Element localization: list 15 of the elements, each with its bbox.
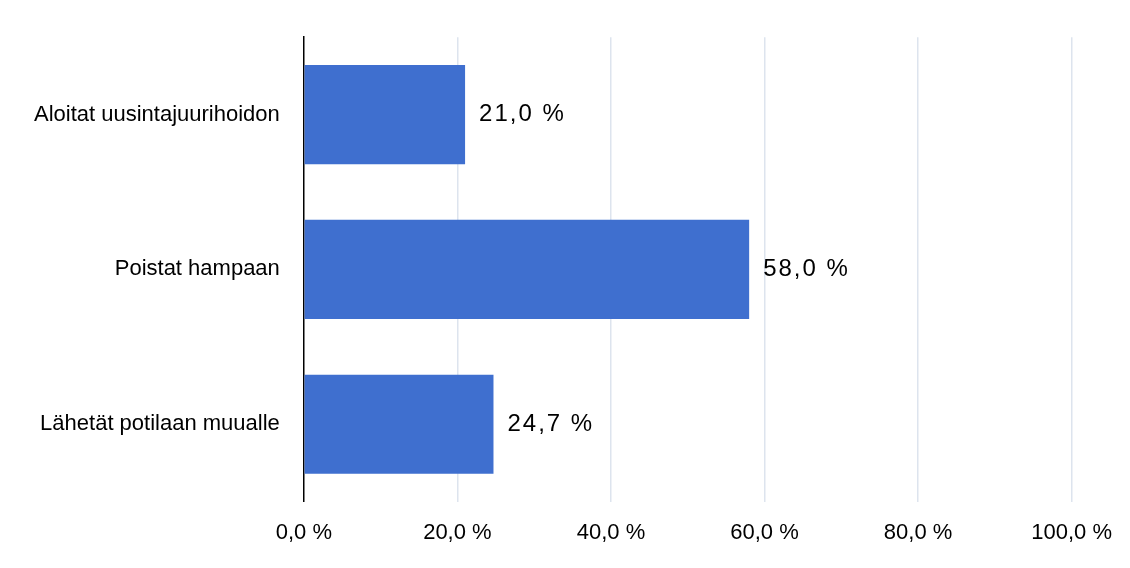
x-tick-label: 40,0 %	[576, 518, 646, 544]
x-tick-label: 100,0 %	[1031, 518, 1112, 544]
bar	[304, 374, 494, 474]
data-label: 21,0 %	[479, 99, 566, 127]
data-label: 24,7 %	[507, 408, 595, 436]
x-tick-label: 20,0 %	[423, 518, 492, 544]
bar	[304, 65, 466, 165]
y-tick-label: Lähetät potilaan muualle	[40, 410, 280, 436]
data-label: 58,0 %	[763, 254, 850, 282]
x-tick-label: 60,0 %	[730, 518, 799, 544]
x-tick-label: 0,0 %	[275, 518, 332, 544]
bar	[304, 219, 750, 319]
y-tick-label: Aloitat uusintajuurihoidon	[33, 100, 280, 126]
y-tick-label: Poistat hampaan	[114, 255, 280, 281]
x-tick-label: 80,0 %	[883, 518, 953, 544]
